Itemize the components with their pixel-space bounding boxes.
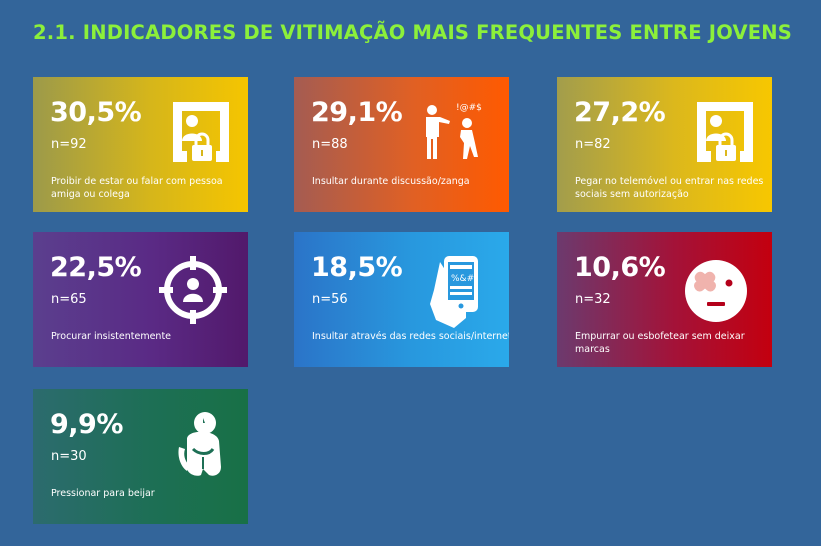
card-percent: 22,5% xyxy=(50,252,142,283)
indicator-card-2: 29,1% n=88 Insultar durante discussão/za… xyxy=(294,77,509,212)
card-sample-size: n=30 xyxy=(51,449,87,464)
card-label: Empurrar ou esbofetear sem deixar marcas xyxy=(575,331,745,355)
indicator-card-6: 10,6% n=32 Empurrar ou esbofetear sem de… xyxy=(557,232,772,367)
card-sample-size: n=88 xyxy=(312,137,348,152)
card-sample-size: n=65 xyxy=(51,292,87,307)
indicator-card-4: 22,5% n=65 Procurar insistentemente xyxy=(33,232,248,367)
card-label: Insultar através das redes sociais/inter… xyxy=(312,331,509,342)
person-locked-frame-icon xyxy=(694,99,756,167)
card-label: Pressionar para beijar xyxy=(51,488,155,499)
card-sample-size: n=82 xyxy=(575,137,611,152)
card-sample-size: n=92 xyxy=(51,137,87,152)
card-sample-size: n=56 xyxy=(312,292,348,307)
indicator-card-5: 18,5% n=56 Insultar através das redes so… xyxy=(294,232,509,367)
card-sample-size: n=32 xyxy=(575,292,611,307)
insult-symbols: %&# xyxy=(451,274,474,284)
insult-people-icon: !@#$ xyxy=(420,101,486,161)
indicator-card-7: 9,9% n=30 Pressionar para beijar xyxy=(33,389,248,524)
phone-insult-icon: %&# xyxy=(426,254,486,330)
bandaged-face-icon xyxy=(683,258,749,324)
card-percent: 10,6% xyxy=(574,252,666,283)
page-title: 2.1. INDICADORES DE VITIMAÇÃO MAIS FREQU… xyxy=(33,21,793,44)
card-percent: 27,2% xyxy=(574,97,666,128)
card-percent: 18,5% xyxy=(311,252,403,283)
card-percent: 30,5% xyxy=(50,97,142,128)
indicator-card-1: 30,5% n=92 Proibir de estar ou falar com… xyxy=(33,77,248,212)
card-label: Pegar no telemóvel ou entrar nas redes s… xyxy=(575,176,764,200)
card-label: Insultar durante discussão/zanga xyxy=(312,176,470,187)
card-label: Proibir de estar ou falar com pessoa ami… xyxy=(51,176,223,200)
insult-symbols: !@#$ xyxy=(456,103,482,113)
card-percent: 9,9% xyxy=(50,409,123,440)
target-person-icon xyxy=(157,254,229,326)
indicator-card-3: 27,2% n=82 Pegar no telemóvel ou entrar … xyxy=(557,77,772,212)
card-label: Procurar insistentemente xyxy=(51,331,172,342)
crying-person-icon xyxy=(173,409,229,479)
person-locked-frame-icon xyxy=(170,99,232,167)
card-percent: 29,1% xyxy=(311,97,403,128)
